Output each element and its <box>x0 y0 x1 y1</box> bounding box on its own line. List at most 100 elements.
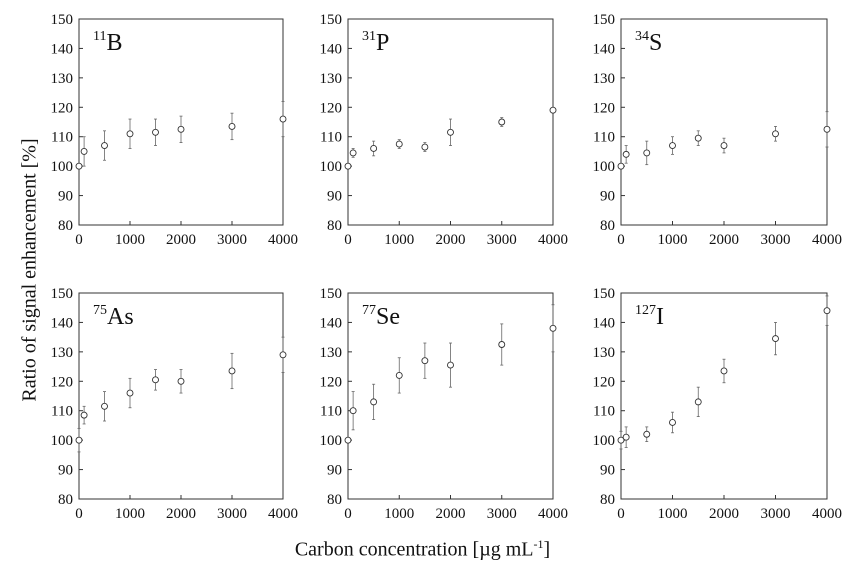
panel-i: 80 90 100 110 120 130 140 150 0 1000 2000 3000 4000 1… <box>593 286 843 522</box>
data-point <box>75 162 83 170</box>
y-tick-label: 120 <box>593 374 616 390</box>
x-tick-label: 4000 <box>812 232 842 248</box>
x-tick-label: 1000 <box>384 232 414 248</box>
y-tick-label: 150 <box>593 12 616 28</box>
x-tick-label: 2000 <box>709 506 739 522</box>
y-tick-label: 140 <box>320 315 343 331</box>
y-tick-label: 140 <box>593 315 616 331</box>
y-tick-label: 100 <box>51 433 74 449</box>
y-tick-label: 140 <box>51 41 74 57</box>
x-tick-label: 0 <box>617 232 625 248</box>
y-tick-label: 130 <box>593 345 616 361</box>
x-tick-label: 2000 <box>166 506 196 522</box>
y-tick-label: 150 <box>320 12 343 28</box>
data-point <box>498 341 506 348</box>
y-tick-label: 120 <box>593 100 616 116</box>
x-tick-label: 4000 <box>268 232 298 248</box>
panel-label-element: I <box>656 304 664 330</box>
y-tick-label: 80 <box>58 218 73 234</box>
panel-label-mass: 11 <box>93 29 106 44</box>
y-tick-label: 100 <box>593 433 616 449</box>
y-tick-label: 140 <box>320 41 343 57</box>
y-tick-label: 130 <box>320 345 343 361</box>
y-tick-label: 90 <box>600 463 615 479</box>
data-point <box>447 128 454 136</box>
x-tick-label: 4000 <box>538 232 568 248</box>
data-point <box>720 142 728 149</box>
x-tick-label: 2000 <box>436 506 466 522</box>
data-point <box>177 377 185 385</box>
panel-label-element: B <box>106 30 122 56</box>
data-point <box>617 436 625 444</box>
panel-label: 31P <box>362 29 389 56</box>
panel-se: 80 90 100 110 120 130 140 150 0 1000 2000 3000 4000 7… <box>320 286 569 522</box>
y-tick-label: 140 <box>51 315 74 331</box>
panel-label: 77Se <box>362 303 400 330</box>
panel-label-mass: 31 <box>362 29 376 44</box>
y-tick-label: 120 <box>320 374 343 390</box>
panel-label: 127I <box>635 303 664 330</box>
data-point <box>80 411 88 419</box>
y-tick-label: 100 <box>51 159 74 175</box>
x-tick-label: 0 <box>617 506 625 522</box>
panel-label-element: S <box>649 30 662 56</box>
data-point <box>349 407 357 415</box>
data-point <box>126 130 134 138</box>
panel-label-mass: 75 <box>93 303 107 318</box>
data-point <box>370 398 378 406</box>
y-tick-label: 120 <box>51 100 74 116</box>
data-point <box>228 122 236 130</box>
data-point <box>498 118 506 126</box>
data-point <box>447 361 454 369</box>
panel-label-element: P <box>376 30 389 56</box>
panel-label: 34S <box>635 29 662 56</box>
data-point <box>80 147 88 155</box>
panel-label-element: As <box>107 304 134 330</box>
data-point <box>617 162 625 170</box>
data-point <box>549 324 557 332</box>
data-point <box>395 371 403 379</box>
y-tick-label: 90 <box>58 463 73 479</box>
y-tick-label: 130 <box>320 71 343 87</box>
panel-label-element: Se <box>376 304 400 330</box>
x-tick-label: 1000 <box>115 506 145 522</box>
x-tick-label: 3000 <box>487 506 517 522</box>
y-tick-label: 90 <box>327 189 342 205</box>
data-point <box>421 143 429 151</box>
panel-label-mass: 127 <box>635 303 656 318</box>
data-point <box>395 140 403 148</box>
y-axis-label: Ratio of signal enhancement [%] <box>18 138 41 402</box>
data-point <box>75 436 83 444</box>
y-tick-label: 150 <box>320 286 343 302</box>
data-point <box>823 307 831 315</box>
data-point <box>344 162 352 170</box>
data-point <box>126 389 134 397</box>
x-tick-label: 0 <box>344 232 352 248</box>
y-tick-label: 120 <box>51 374 74 390</box>
data-point <box>720 367 728 375</box>
data-point <box>152 376 159 384</box>
y-tick-label: 130 <box>593 71 616 87</box>
data-point <box>622 433 630 441</box>
data-point <box>101 142 108 149</box>
panel-label: 75As <box>93 303 134 330</box>
y-tick-label: 150 <box>593 286 616 302</box>
y-tick-label: 110 <box>593 130 615 146</box>
y-tick-label: 110 <box>593 404 615 420</box>
data-point <box>279 351 287 359</box>
x-axis-label-main: Carbon concentration [µg mL <box>294 538 534 561</box>
y-tick-label: 120 <box>320 100 343 116</box>
y-tick-label: 140 <box>593 41 616 57</box>
data-point <box>643 430 651 438</box>
y-tick-label: 80 <box>600 492 615 508</box>
data-point <box>421 357 429 365</box>
data-point <box>101 402 108 410</box>
y-tick-label: 130 <box>51 71 74 87</box>
x-axis-label-end: ] <box>543 538 551 561</box>
panel-b: 80 90 100 110 120 130 140 150 0 1000 2000 3000 4000 1… <box>51 12 299 248</box>
y-tick-label: 80 <box>600 218 615 234</box>
panel-s: 80 90 100 110 120 130 140 150 0 1000 2000 3000 4000 3… <box>593 12 843 248</box>
data-point <box>643 149 651 157</box>
x-tick-label: 4000 <box>538 506 568 522</box>
